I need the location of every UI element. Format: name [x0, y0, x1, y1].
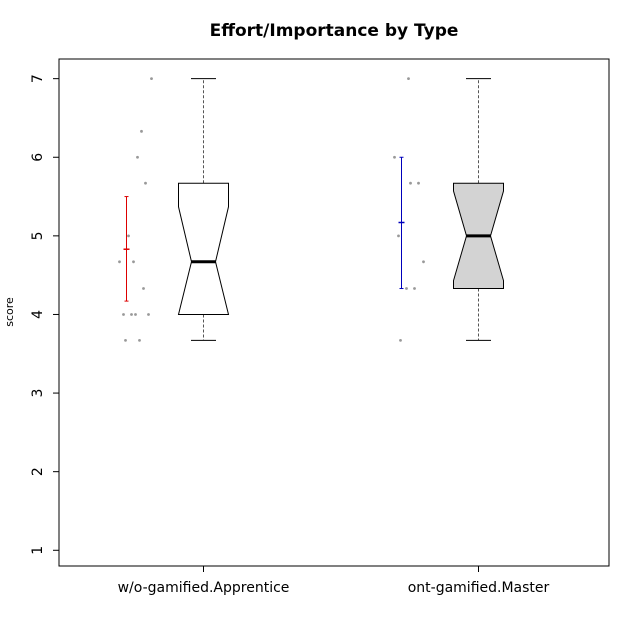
x-tick-label: ont-gamified.Master: [408, 580, 550, 596]
data-point: [422, 260, 425, 264]
data-point: [142, 287, 145, 290]
plot-frame: [58, 58, 610, 567]
chart-title: Effort/Importance by Type: [210, 21, 459, 41]
y-tick-label: 5: [30, 231, 46, 240]
x-tick-label: w/o-gamified.Apprentice: [118, 580, 290, 596]
y-axis: 1 2 3 4 5 6 7: [30, 74, 59, 555]
notched-box: [177, 182, 230, 315]
data-point: [130, 313, 133, 316]
plot-area: [118, 77, 504, 342]
y-tick-label: 7: [30, 74, 46, 83]
data-point: [124, 339, 127, 342]
data-point: [140, 129, 143, 133]
data-point: [132, 260, 135, 264]
box-group: [393, 77, 504, 342]
data-point: [138, 339, 141, 342]
data-point: [144, 181, 147, 185]
data-point: [150, 77, 153, 81]
data-point: [393, 155, 396, 159]
box-group: [118, 77, 230, 342]
y-axis-label: score: [3, 297, 16, 327]
data-point: [136, 155, 139, 159]
y-tick-label: 2: [30, 467, 46, 476]
y-tick-label: 3: [30, 389, 46, 398]
y-tick-label: 4: [30, 310, 46, 319]
data-point: [405, 287, 408, 290]
data-point: [399, 339, 402, 342]
data-point: [134, 313, 137, 316]
data-point: [122, 313, 125, 316]
data-point: [417, 181, 420, 185]
y-tick-label: 1: [30, 546, 46, 555]
data-point: [409, 181, 412, 185]
data-point: [147, 313, 150, 316]
data-point: [407, 77, 410, 81]
data-point: [118, 260, 121, 264]
data-point: [397, 234, 400, 238]
y-tick-label: 6: [30, 153, 46, 162]
data-point: [127, 234, 130, 238]
x-axis: w/o-gamified.Apprentice ont-gamified.Mast…: [118, 566, 550, 596]
data-point: [413, 287, 416, 290]
